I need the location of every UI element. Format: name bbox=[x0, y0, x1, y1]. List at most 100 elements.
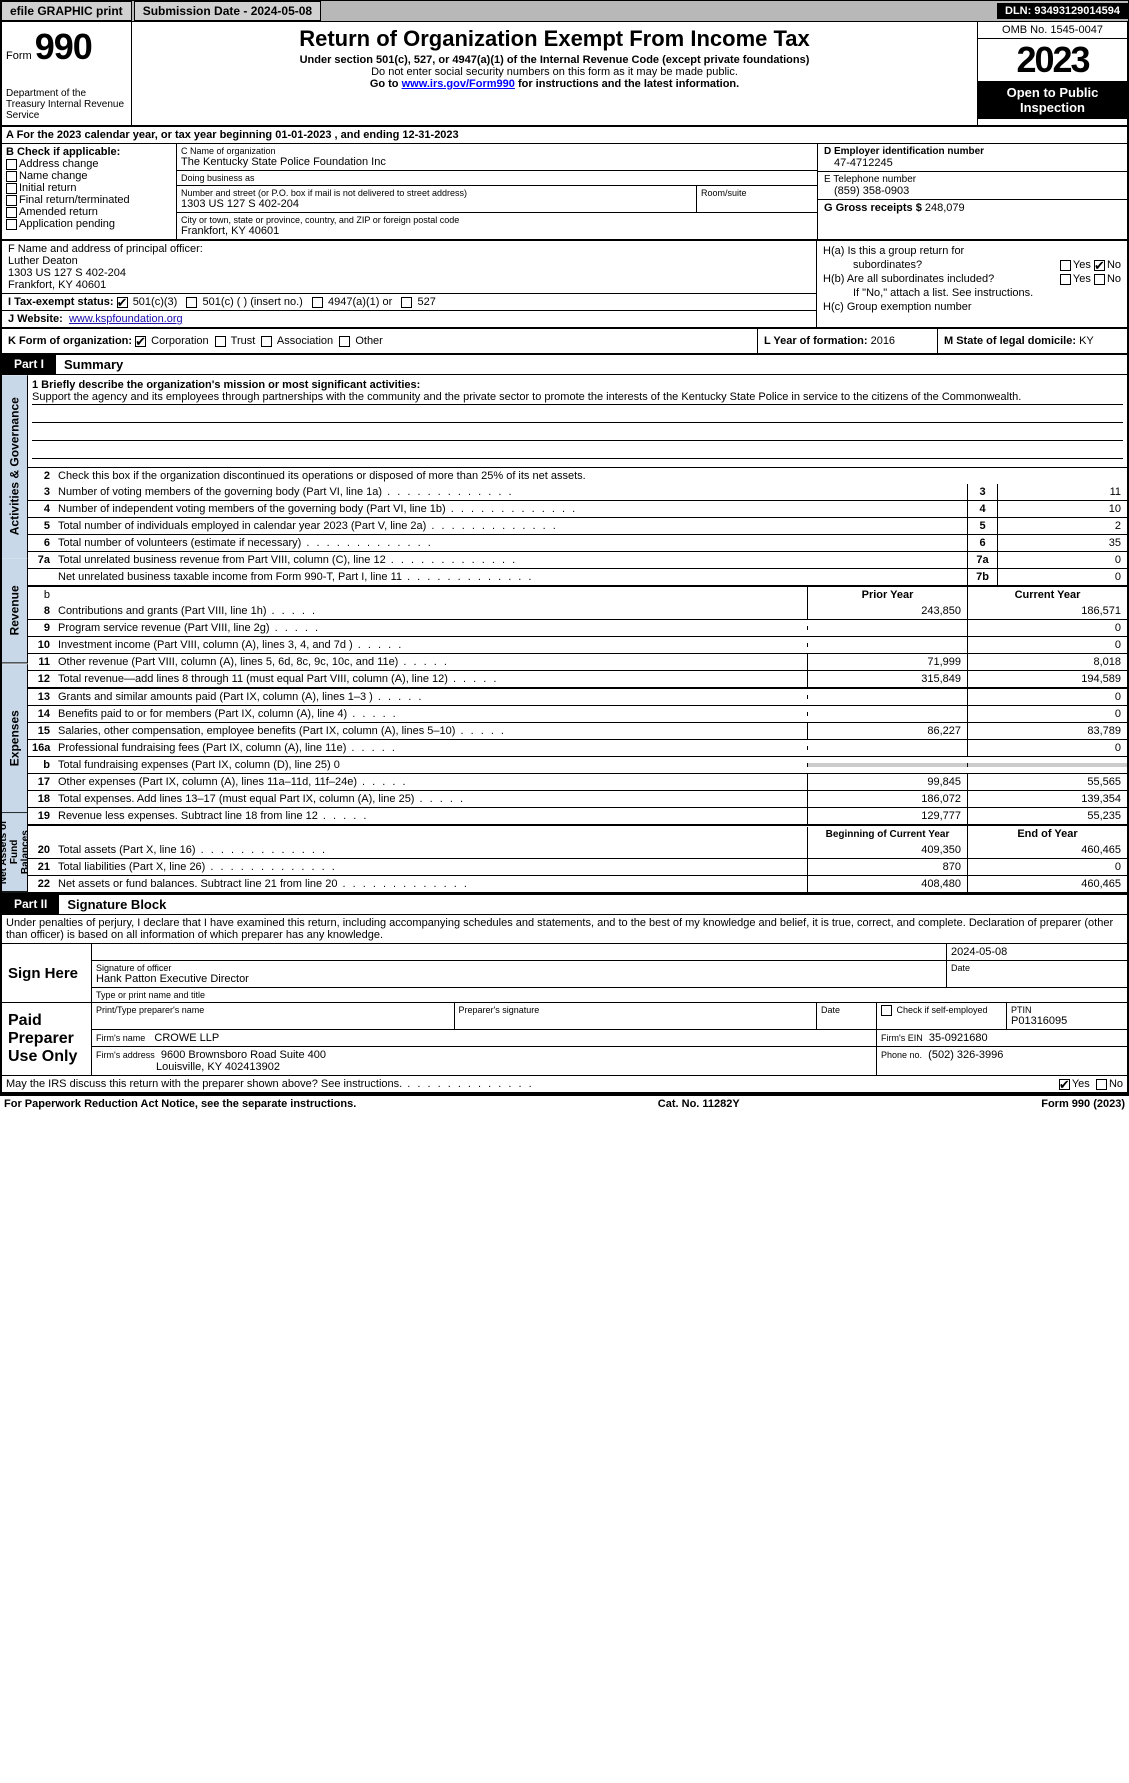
firm-addr2: Louisville, KY 402413902 bbox=[96, 1061, 872, 1073]
chk-other[interactable] bbox=[339, 336, 350, 347]
chk-corporation[interactable] bbox=[135, 336, 146, 347]
vtab-expenses: Expenses bbox=[2, 664, 28, 813]
paid-preparer-label: Paid Preparer Use Only bbox=[2, 1003, 92, 1075]
city-label: City or town, state or province, country… bbox=[181, 215, 813, 225]
chk-name-change[interactable]: Name change bbox=[6, 170, 172, 182]
exp-line-19: 19Revenue less expenses. Subtract line 1… bbox=[28, 807, 1127, 824]
sig-date: 2024-05-08 bbox=[947, 944, 1127, 960]
chk-discuss-no[interactable] bbox=[1096, 1079, 1107, 1090]
block-bcdeg: B Check if applicable: Address change Na… bbox=[0, 143, 1129, 241]
irs-link[interactable]: www.irs.gov/Form990 bbox=[402, 78, 515, 90]
street-value: 1303 US 127 S 402-204 bbox=[181, 198, 692, 210]
hdr-end: End of Year bbox=[967, 826, 1127, 842]
column-de: D Employer identification number 47-4712… bbox=[817, 144, 1127, 239]
chk-hb-yes[interactable] bbox=[1060, 274, 1071, 285]
form-note2: Go to www.irs.gov/Form990 for instructio… bbox=[138, 78, 971, 90]
part1-tab: Part I bbox=[2, 355, 56, 374]
firm-name: CROWE LLP bbox=[154, 1032, 219, 1044]
page-footer: For Paperwork Reduction Act Notice, see … bbox=[0, 1094, 1129, 1112]
part1-title: Summary bbox=[56, 355, 131, 374]
top-bar: efile GRAPHIC print Submission Date - 20… bbox=[0, 0, 1129, 22]
footer-right: Form 990 (2023) bbox=[1041, 1098, 1125, 1110]
d-label: D Employer identification number bbox=[824, 146, 1121, 157]
efile-button[interactable]: efile GRAPHIC print bbox=[1, 1, 132, 21]
chk-final-return[interactable]: Final return/terminated bbox=[6, 194, 172, 206]
rev-line-12: 12Total revenue—add lines 8 through 11 (… bbox=[28, 670, 1127, 687]
exp-line-13: 13Grants and similar amounts paid (Part … bbox=[28, 689, 1127, 705]
rev-header: b Prior Year Current Year bbox=[28, 585, 1127, 603]
chk-trust[interactable] bbox=[215, 336, 226, 347]
row-klm: K Form of organization: Corporation Trus… bbox=[0, 329, 1129, 355]
summary-table: Activities & Governance Revenue Expenses… bbox=[0, 374, 1129, 894]
b-label: B Check if applicable: bbox=[6, 146, 172, 158]
chk-association[interactable] bbox=[261, 336, 272, 347]
exp-line-14: 14Benefits paid to or for members (Part … bbox=[28, 705, 1127, 722]
state-domicile: KY bbox=[1079, 335, 1094, 347]
gov-line-6: 6Total number of volunteers (estimate if… bbox=[28, 534, 1127, 551]
column-b: B Check if applicable: Address change Na… bbox=[2, 144, 177, 239]
dba-label: Doing business as bbox=[181, 173, 813, 183]
chk-4947a1[interactable] bbox=[312, 297, 323, 308]
type-name-lbl: Type or print name and title bbox=[92, 988, 1127, 1002]
chk-discuss-yes[interactable] bbox=[1059, 1079, 1070, 1090]
rev-line-9: 9Program service revenue (Part VIII, lin… bbox=[28, 619, 1127, 636]
gov-line-4: 4Number of independent voting members of… bbox=[28, 500, 1127, 517]
block-f: F Name and address of principal officer:… bbox=[2, 241, 816, 294]
chk-527[interactable] bbox=[401, 297, 412, 308]
g-label: G Gross receipts $ bbox=[824, 202, 922, 214]
room-label: Room/suite bbox=[701, 188, 813, 198]
net-line-20: 20Total assets (Part X, line 16)409,3504… bbox=[28, 842, 1127, 858]
form-subtitle: Under section 501(c), 527, or 4947(a)(1)… bbox=[138, 54, 971, 66]
sign-here-row: Sign Here 2024-05-08 Signature of office… bbox=[2, 943, 1127, 1002]
header-left: Form 990 Department of the Treasury Inte… bbox=[2, 22, 132, 125]
dln-label: DLN: 93493129014594 bbox=[997, 3, 1128, 19]
website-link[interactable]: www.kspfoundation.org bbox=[69, 313, 183, 325]
net-header: Beginning of Current Year End of Year bbox=[28, 824, 1127, 842]
mission-block: 1 Briefly describe the organization's mi… bbox=[28, 375, 1127, 467]
discuss-row: May the IRS discuss this return with the… bbox=[2, 1075, 1127, 1092]
chk-application-pending[interactable]: Application pending bbox=[6, 218, 172, 230]
exp-line-17: 17Other expenses (Part IX, column (A), l… bbox=[28, 773, 1127, 790]
vtab-netassets: Net Assets or Fund Balances bbox=[2, 813, 28, 892]
gov-line-5: 5Total number of individuals employed in… bbox=[28, 517, 1127, 534]
exp-line-b: bTotal fundraising expenses (Part IX, co… bbox=[28, 756, 1127, 773]
signature-block: Under penalties of perjury, I declare th… bbox=[0, 914, 1129, 1094]
firm-ein: 35-0921680 bbox=[929, 1032, 988, 1044]
chk-amended-return[interactable]: Amended return bbox=[6, 206, 172, 218]
chk-self-employed[interactable] bbox=[881, 1005, 892, 1016]
form-header: Form 990 Department of the Treasury Inte… bbox=[0, 22, 1129, 127]
omb-number: OMB No. 1545-0047 bbox=[978, 22, 1127, 39]
vtab-revenue: Revenue bbox=[2, 558, 28, 663]
gross-receipts: 248,079 bbox=[925, 202, 965, 214]
officer-street: 1303 US 127 S 402-204 bbox=[8, 267, 810, 279]
gov-line-7a: 7aTotal unrelated business revenue from … bbox=[28, 551, 1127, 568]
chk-ha-no[interactable] bbox=[1094, 260, 1105, 271]
net-line-21: 21Total liabilities (Part X, line 26)870… bbox=[28, 858, 1127, 875]
column-c: C Name of organization The Kentucky Stat… bbox=[177, 144, 817, 239]
chk-501c[interactable] bbox=[186, 297, 197, 308]
org-name: The Kentucky State Police Foundation Inc bbox=[181, 156, 813, 168]
exp-line-15: 15Salaries, other compensation, employee… bbox=[28, 722, 1127, 739]
block-j: J Website: www.kspfoundation.org bbox=[2, 311, 816, 327]
tax-year: 2023 bbox=[978, 39, 1127, 81]
chk-ha-yes[interactable] bbox=[1060, 260, 1071, 271]
line-2: 2 Check this box if the organization dis… bbox=[28, 467, 1127, 484]
chk-501c3[interactable] bbox=[117, 297, 128, 308]
row-a-tax-year: A For the 2023 calendar year, or tax yea… bbox=[0, 127, 1129, 143]
part2-tab: Part II bbox=[2, 895, 59, 914]
paid-preparer-row: Paid Preparer Use Only Print/Type prepar… bbox=[2, 1002, 1127, 1075]
chk-initial-return[interactable]: Initial return bbox=[6, 182, 172, 194]
block-i: I Tax-exempt status: 501(c)(3) 501(c) ( … bbox=[2, 294, 816, 311]
header-middle: Return of Organization Exempt From Incom… bbox=[132, 22, 977, 125]
chk-hb-no[interactable] bbox=[1094, 274, 1105, 285]
footer-mid: Cat. No. 11282Y bbox=[658, 1098, 740, 1110]
gov-line-3: 3Number of voting members of the governi… bbox=[28, 484, 1127, 500]
chk-address-change[interactable]: Address change bbox=[6, 158, 172, 170]
hdr-begin: Beginning of Current Year bbox=[807, 827, 967, 842]
submission-date-button[interactable]: Submission Date - 2024-05-08 bbox=[134, 1, 321, 21]
gov-line-7b: Net unrelated business taxable income fr… bbox=[28, 568, 1127, 585]
year-formation: 2016 bbox=[871, 335, 895, 347]
hdr-current: Current Year bbox=[967, 587, 1127, 603]
date-lbl: Date bbox=[947, 961, 1127, 987]
rev-line-8: 8Contributions and grants (Part VIII, li… bbox=[28, 603, 1127, 619]
